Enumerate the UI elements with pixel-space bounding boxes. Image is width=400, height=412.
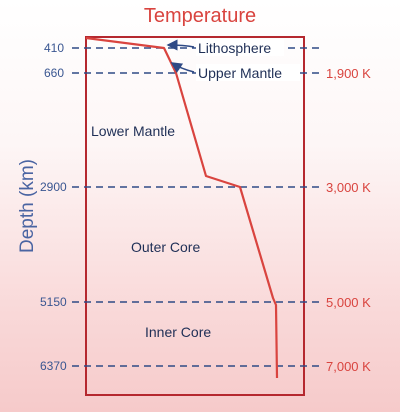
- layer-label-lithosphere: Lithosphere: [198, 40, 271, 56]
- depth-axis-label: Depth (km): [17, 159, 38, 253]
- depth-tick-660: 660: [44, 66, 64, 80]
- temp-tick-3000: 3,000 K: [326, 180, 371, 195]
- layer-label-inner-core: Inner Core: [145, 324, 211, 340]
- depth-tick-5150: 5150: [40, 295, 67, 309]
- temp-tick-7000: 7,000 K: [326, 359, 371, 374]
- layer-label-outer-core: Outer Core: [131, 239, 200, 255]
- layer-label-upper-mantle: Upper Mantle: [198, 65, 282, 81]
- layer-label-lower-mantle: Lower Mantle: [91, 123, 175, 139]
- diagram-title: Temperature: [144, 5, 256, 27]
- depth-gridlines: [72, 47, 320, 367]
- upper-mantle-label-backdrop: [196, 64, 300, 81]
- depth-tick-6370: 6370: [40, 359, 67, 373]
- depth-tick-410: 410: [44, 41, 64, 55]
- lithosphere-label-backdrop: [196, 39, 284, 56]
- lithosphere-pointer-arrow: [166, 39, 195, 51]
- temp-tick-1900: 1,900 K: [326, 66, 371, 81]
- depth-tick-2900: 2900: [40, 180, 67, 194]
- diagram-frame: [85, 36, 305, 396]
- temp-tick-5000: 5,000 K: [326, 295, 371, 310]
- temperature-curve: [85, 36, 279, 379]
- upper-mantle-pointer-arrow: [170, 62, 195, 73]
